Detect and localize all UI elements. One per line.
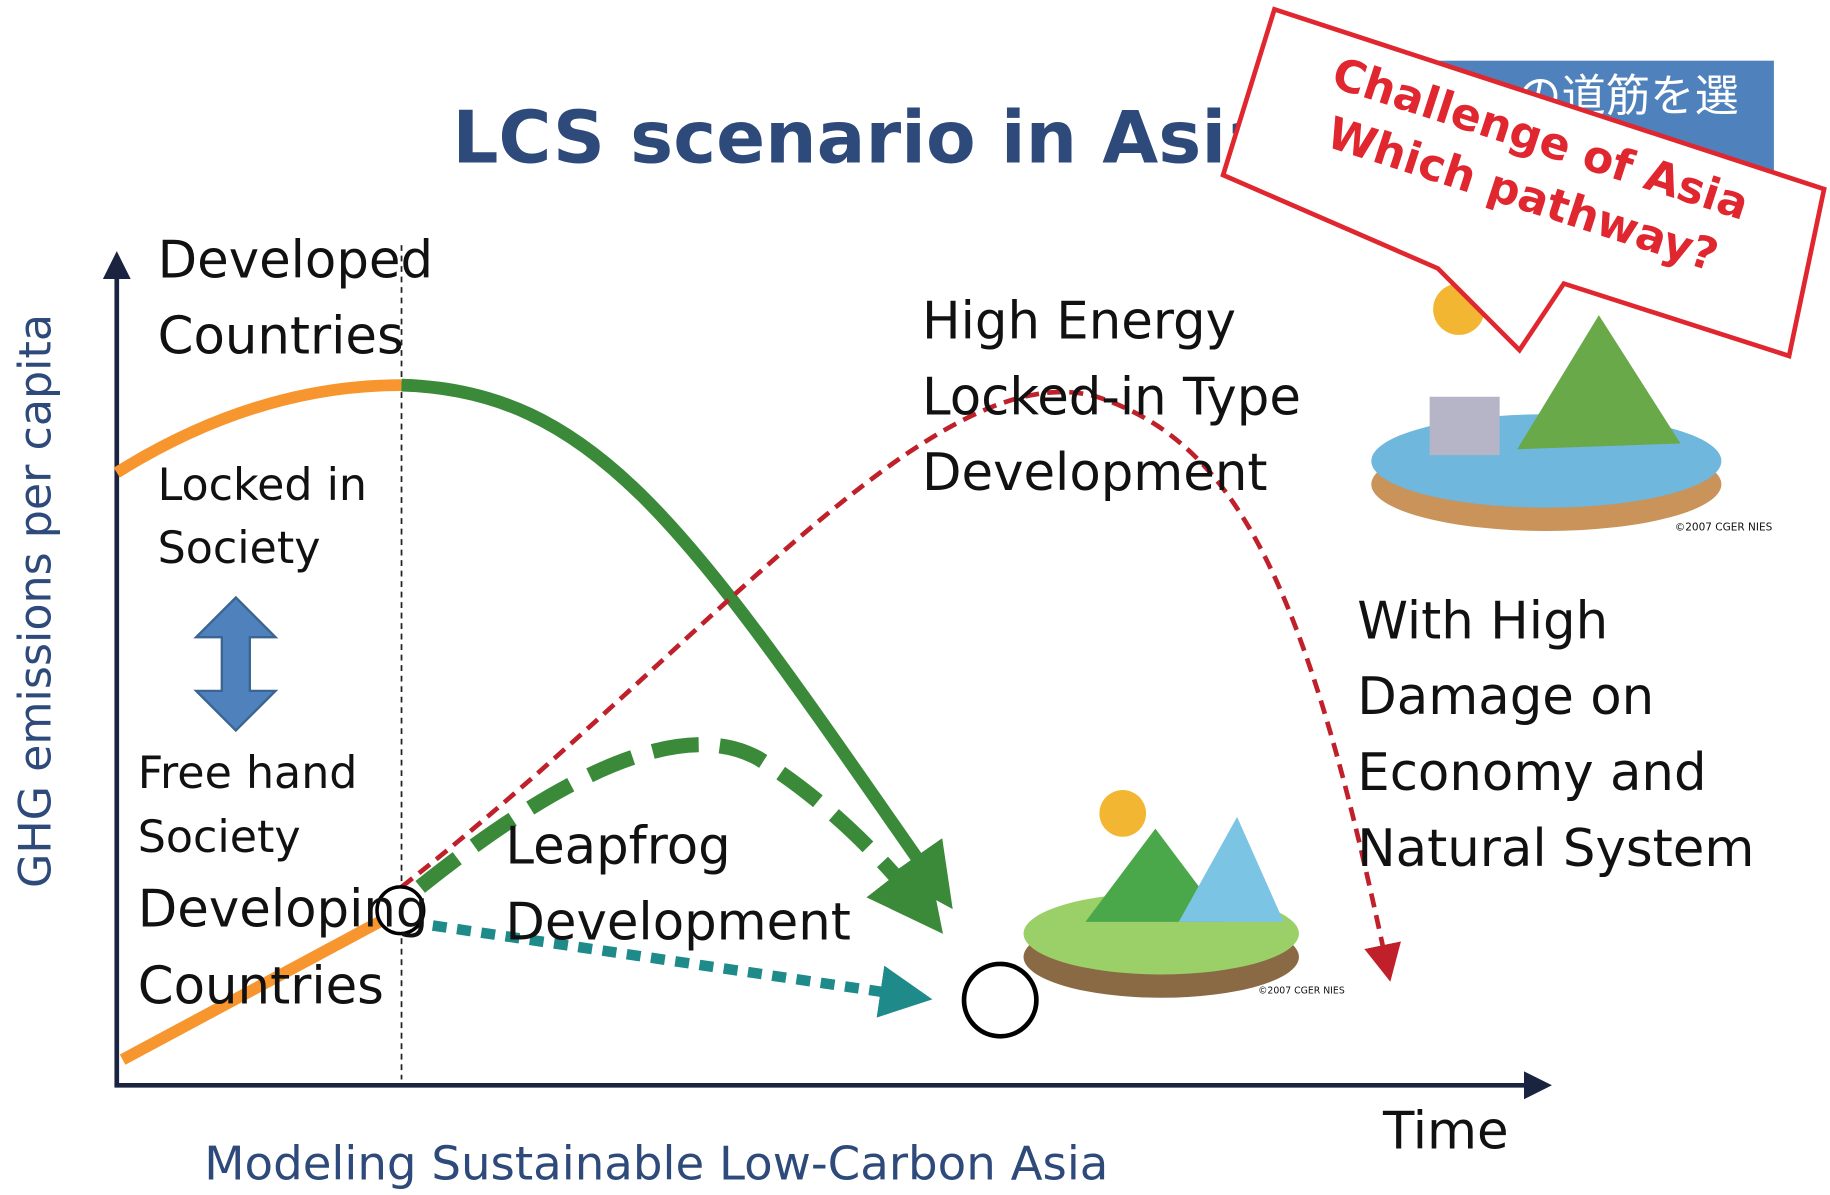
label: High Energy bbox=[922, 291, 1236, 351]
label: Economy and bbox=[1357, 743, 1706, 803]
target-point bbox=[964, 964, 1036, 1036]
label: Natural System bbox=[1357, 819, 1754, 879]
label: Society bbox=[158, 523, 321, 574]
label: Development bbox=[505, 892, 851, 952]
label: Countries bbox=[138, 957, 384, 1017]
label: Development bbox=[922, 443, 1268, 503]
diagram: の道筋を選 LCS scenario in Asia ©2007 CGER NI… bbox=[0, 0, 1830, 1195]
y-axis-label: GHG emissions per capita bbox=[11, 314, 62, 888]
footer: Modeling Sustainable Low-Carbon Asia bbox=[204, 1137, 1108, 1191]
label: Locked in bbox=[158, 460, 367, 511]
green-island bbox=[1024, 790, 1299, 998]
label: Damage on bbox=[1357, 667, 1654, 727]
label: Locked-in Type bbox=[922, 367, 1301, 427]
credit: ©2007 CGER NIES bbox=[1675, 521, 1773, 533]
title: LCS scenario in Asia bbox=[452, 96, 1275, 180]
label: Developing bbox=[138, 880, 429, 940]
x-axis-label: Time bbox=[1382, 1101, 1509, 1161]
label: Developed bbox=[158, 231, 433, 291]
credit: ©2007 CGER NIES bbox=[1258, 985, 1345, 996]
label: Countries bbox=[158, 307, 404, 367]
label: Free hand bbox=[138, 748, 358, 799]
polluted-island bbox=[1371, 284, 1721, 531]
label: Society bbox=[138, 812, 301, 863]
label: With High bbox=[1357, 591, 1608, 651]
label: Leapfrog bbox=[505, 817, 730, 877]
double-arrow bbox=[196, 598, 275, 731]
